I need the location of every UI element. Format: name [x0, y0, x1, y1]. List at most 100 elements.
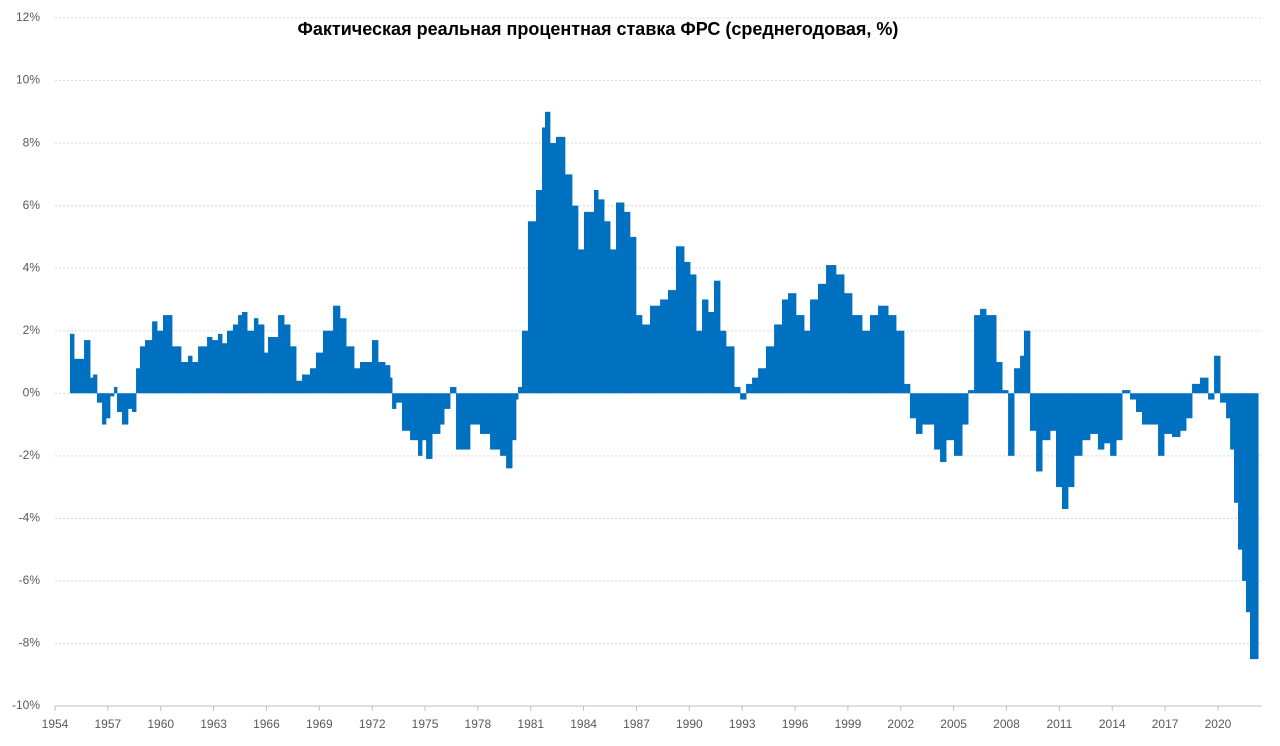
bar	[180, 362, 189, 394]
bar	[684, 261, 691, 394]
bar	[417, 393, 423, 456]
bar	[222, 343, 228, 394]
x-tick-label: 1996	[782, 717, 809, 731]
bar	[888, 315, 897, 394]
bar	[1214, 355, 1221, 394]
bar	[1097, 393, 1105, 450]
bar	[127, 393, 133, 409]
bar	[176, 346, 182, 394]
y-tick-label: 0%	[23, 385, 41, 399]
bar	[518, 387, 523, 394]
bar	[1036, 393, 1043, 472]
bar	[795, 315, 805, 394]
bar	[527, 221, 537, 394]
bar	[804, 330, 811, 394]
x-tick-label: 1960	[147, 717, 174, 731]
bar	[740, 393, 747, 400]
bar	[1186, 393, 1193, 419]
bar	[1230, 393, 1235, 450]
bar	[1136, 393, 1143, 413]
y-tick-label: 10%	[16, 73, 40, 87]
bar	[1130, 393, 1137, 400]
bar	[675, 246, 685, 394]
bar	[668, 290, 677, 394]
bar	[564, 174, 573, 394]
bar	[102, 393, 107, 425]
bar	[515, 393, 519, 400]
bar	[555, 136, 566, 394]
bar	[1062, 393, 1069, 509]
bar	[817, 283, 827, 394]
bar	[734, 387, 741, 394]
bar	[1192, 383, 1201, 394]
bar	[90, 377, 94, 394]
bar	[226, 330, 234, 394]
y-tick-label: 12%	[16, 10, 40, 24]
bar	[278, 315, 285, 394]
x-tick-label: 1963	[200, 717, 227, 731]
bar	[1073, 393, 1083, 456]
bar	[432, 393, 441, 434]
x-tick-label: 1990	[676, 717, 703, 731]
bar	[536, 190, 543, 394]
bar	[392, 393, 397, 409]
bar	[765, 346, 775, 394]
bar	[571, 205, 579, 394]
bar	[257, 324, 265, 394]
bar	[139, 346, 146, 394]
bar	[171, 346, 177, 394]
bar	[132, 393, 137, 413]
bar	[1226, 393, 1231, 419]
bar	[333, 305, 341, 394]
bar	[1067, 393, 1075, 488]
x-tick-label: 1993	[729, 717, 756, 731]
bar	[725, 346, 735, 394]
x-tick-label: 2011	[1046, 717, 1072, 731]
bar	[203, 346, 208, 394]
bar	[1245, 393, 1251, 613]
bar	[1254, 393, 1259, 660]
bar	[506, 393, 513, 469]
bar	[810, 299, 819, 394]
bar	[1250, 393, 1255, 660]
bar	[968, 390, 975, 394]
x-tick-label: 1969	[306, 717, 333, 731]
bar	[157, 330, 164, 394]
bar	[93, 374, 98, 394]
bar	[395, 393, 403, 403]
bar	[284, 324, 291, 394]
bar	[469, 393, 481, 425]
bar	[450, 387, 457, 394]
x-tick-label: 1978	[465, 717, 492, 731]
bar	[714, 280, 721, 394]
bar	[851, 315, 863, 394]
bar	[1110, 393, 1117, 456]
bar	[385, 365, 391, 394]
bar	[188, 355, 193, 394]
bar	[456, 393, 463, 450]
x-tick-label: 1987	[623, 717, 650, 731]
bar	[410, 393, 419, 441]
bar	[869, 315, 879, 394]
y-tick-label: -10%	[12, 698, 40, 712]
bar	[696, 330, 703, 394]
bar	[1020, 355, 1025, 394]
bar	[623, 211, 631, 394]
bar	[521, 330, 529, 394]
bar	[69, 333, 75, 394]
x-tick-label: 1972	[359, 717, 386, 731]
bar	[74, 358, 85, 394]
bar	[1029, 393, 1037, 431]
bar	[719, 330, 727, 394]
x-tick-label: 2008	[993, 717, 1020, 731]
bar	[1142, 393, 1151, 425]
bar	[1082, 393, 1091, 441]
bar	[549, 143, 557, 394]
chart-title: Фактическая реальная процентная ставка Ф…	[298, 19, 899, 39]
bar	[1125, 390, 1131, 394]
x-tick-label: 2014	[1099, 717, 1126, 731]
bar	[1233, 393, 1239, 503]
bar	[896, 330, 905, 394]
y-tick-label: -6%	[19, 573, 41, 587]
